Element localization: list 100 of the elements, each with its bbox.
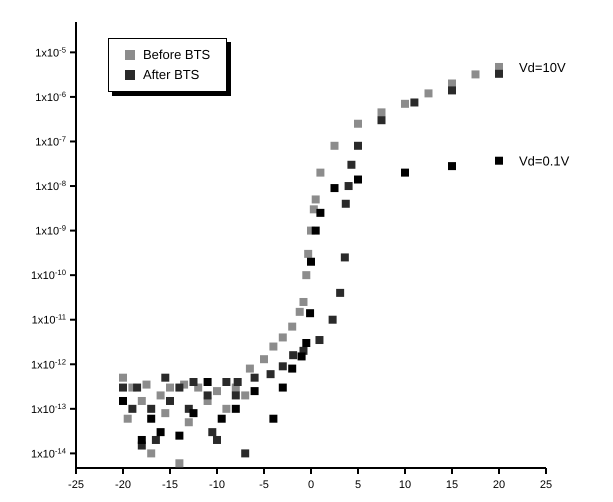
point [222,378,230,386]
point [302,339,310,348]
point [152,436,160,444]
annotation: Vd=10V [519,60,566,75]
point [312,195,320,204]
point [330,184,338,192]
y-tick-label: 1x10$^{-7}$ [35,134,66,148]
point [336,288,344,297]
point [340,253,349,262]
point [147,414,156,423]
point [401,100,409,108]
point [342,200,350,208]
point [316,168,324,177]
point [289,351,298,360]
point [147,449,156,458]
point [266,370,275,378]
x-tick-label: -25 [68,479,84,491]
point [190,409,198,418]
y-tick-label: 1x10$^{-8}$ [35,178,66,194]
point [354,176,362,184]
point [269,414,278,423]
point [347,160,356,169]
x-tick-label: 10 [398,479,412,491]
point [156,391,165,400]
point [138,396,146,405]
point [288,364,296,373]
point [204,391,212,400]
point [448,86,456,94]
y-tick-label: 1x10$^{-13}$ [31,401,66,416]
point [208,428,216,436]
point [410,98,418,106]
legend-label: Before BTS [143,46,210,64]
point [133,384,142,392]
point [296,308,304,316]
point [315,336,324,344]
point [424,89,432,98]
point [234,378,242,386]
y-tick-label: 1x10$^{-5}$ [35,44,66,60]
point [119,396,127,405]
x-tick-label: 15 [446,479,458,491]
point [138,436,146,444]
point [218,414,226,423]
point [175,432,184,440]
point [302,271,310,280]
point [330,142,338,150]
point [378,116,386,124]
point [175,459,184,468]
point [495,70,503,78]
point [222,404,230,413]
point [119,374,127,382]
point [278,362,287,370]
point [401,168,409,177]
point [472,70,480,78]
point [278,384,287,392]
point [495,156,503,165]
point [190,378,198,386]
point [166,384,174,392]
x-tick-label: 5 [354,479,362,491]
point [232,391,240,400]
point [354,142,362,150]
y-tick-label: 1x10$^{-11}$ [32,312,66,327]
y-tick-label: 1x10$^{-6}$ [35,89,66,104]
point [316,208,324,217]
point [119,384,127,392]
point [312,226,320,235]
point [250,374,259,382]
point [344,182,353,190]
y-tick-label: 1x10$^{-14}$ [31,446,67,460]
annotation: Vd=0.1V [519,154,570,169]
point [328,316,337,324]
point [161,374,170,382]
x-tick-label: 20 [492,479,506,491]
point [307,258,315,266]
y-tick-label: 1x10$^{-12}$ [31,356,66,372]
point [156,428,165,436]
x-tick-label: -20 [115,479,131,491]
point [147,404,156,413]
point [378,108,386,116]
x-tick-label: 25 [540,479,552,491]
point [184,418,193,426]
point [213,387,221,396]
point [269,342,278,351]
point [213,436,221,444]
point [128,404,136,413]
point [124,414,132,423]
point [306,309,314,318]
point [288,322,296,331]
point [260,355,268,364]
point [354,120,362,128]
point [175,384,184,392]
x-tick-label: -5 [259,479,269,491]
point [166,396,174,405]
point [250,387,259,396]
point [241,391,250,400]
x-tick-label: -10 [209,479,225,491]
y-tick-label: 1x10$^{-10}$ [31,268,66,282]
point [161,409,170,418]
y-tick-label: 1x10$^{-9}$ [35,223,66,238]
x-tick-label: 0 [308,479,314,491]
point [298,352,306,360]
